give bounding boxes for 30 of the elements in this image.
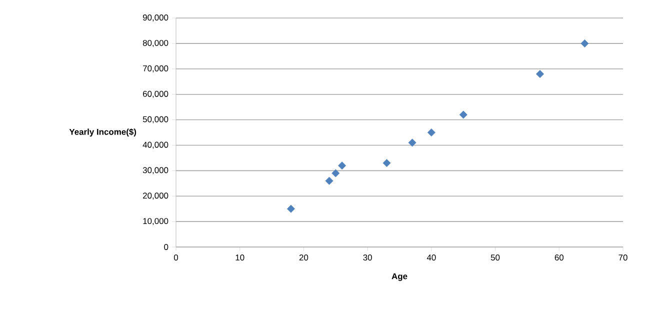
y-tick-label: 20,000 bbox=[143, 192, 168, 200]
point bbox=[332, 169, 340, 178]
x-tick-label: 20 bbox=[299, 254, 308, 261]
y-tick-label: 70,000 bbox=[143, 65, 168, 72]
point bbox=[427, 128, 436, 137]
point bbox=[382, 159, 391, 168]
y-tick-label: 90,000 bbox=[142, 14, 168, 22]
point bbox=[408, 138, 416, 147]
x-tick-label: 0 bbox=[174, 254, 178, 261]
point bbox=[536, 70, 544, 78]
y-tick-label: 60,000 bbox=[143, 90, 168, 98]
y-tick-label: 0 bbox=[164, 244, 168, 250]
x-tick-label: 50 bbox=[490, 254, 500, 261]
x-tick-label: 30 bbox=[363, 254, 372, 261]
y-tick-label: 40,000 bbox=[142, 142, 168, 149]
x-tick-label: 10 bbox=[236, 254, 244, 261]
y-tick-label: 30,000 bbox=[142, 167, 168, 174]
point bbox=[286, 204, 295, 213]
x-tick-label: 60 bbox=[554, 254, 564, 261]
point bbox=[338, 162, 346, 170]
y-tick-label: 50,000 bbox=[142, 116, 168, 124]
point bbox=[325, 176, 334, 185]
y-tick-label: 80,000 bbox=[142, 40, 168, 47]
x-axis-title: Age bbox=[392, 273, 408, 281]
x-tick-label: 70 bbox=[618, 254, 628, 261]
point bbox=[459, 110, 468, 119]
x-tick-label: 40 bbox=[426, 254, 436, 261]
y-tick-label: 10,000 bbox=[143, 218, 168, 226]
point bbox=[580, 39, 589, 48]
y-axis-title: Yearly Income($) bbox=[69, 128, 136, 137]
